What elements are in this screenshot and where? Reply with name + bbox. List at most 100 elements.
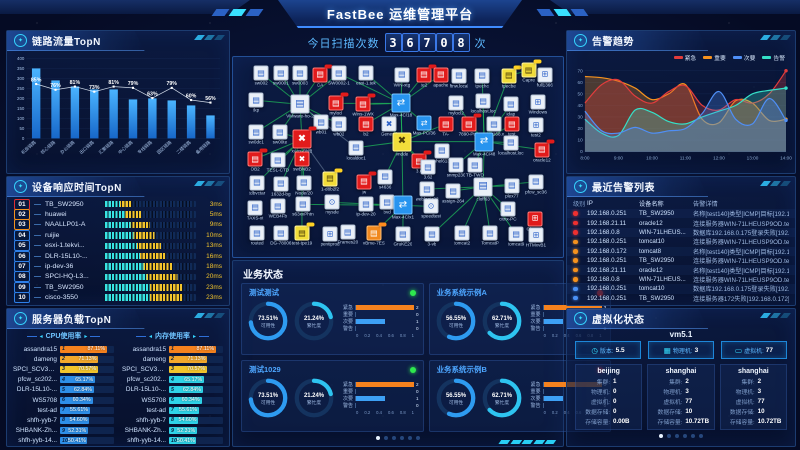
topology-node[interactable]: ▤ WEB4Fb <box>269 198 287 219</box>
topology-node[interactable]: ⊞ full1366 <box>537 67 553 87</box>
topology-node[interactable]: ▤ tkp <box>248 92 264 113</box>
traffic-bar[interactable] <box>70 86 80 139</box>
device-row[interactable]: 02 huawei 5ms <box>14 209 222 221</box>
topology-node[interactable]: ▤ CA <box>312 64 333 87</box>
server-load-row[interactable]: dameng 2 71.13% <box>13 354 114 364</box>
device-row[interactable]: 01 TB_SW2950 3ms <box>14 198 222 210</box>
business-card[interactable]: 测试1029 73.51% 可用性 21.24% 繁忙度 紧急 2 重要 0 次要 1 警告 0 0 0.2… <box>241 360 424 432</box>
topology-node[interactable]: ▤ SW0002-1 <box>328 65 350 86</box>
pagination-dot[interactable] <box>392 436 396 440</box>
topology-node[interactable]: ▤ wb02 <box>331 116 347 137</box>
topology-node[interactable]: ▤ vBme-7ES <box>363 222 387 246</box>
alert-row[interactable]: 192.168.21.11 oracle12 名称[test140]类型[ICMP]… <box>567 265 795 275</box>
server-load-row[interactable]: test-ad 7 55.61% <box>122 405 223 415</box>
topology-node[interactable]: ▤ localdoc1 <box>346 140 366 160</box>
device-row[interactable]: 04 ruijie 10ms <box>14 229 222 241</box>
pagination-dot[interactable] <box>691 433 695 438</box>
pagination-dot[interactable] <box>384 436 388 440</box>
device-row[interactable]: 05 esxi-1.tekvi... 13ms <box>14 240 222 252</box>
topology-node[interactable]: ▤ cloff63 <box>473 177 493 201</box>
business-card[interactable]: 测试测试 73.51% 可用性 21.24% 繁忙度 紧急 2 重要 0 次要 1 警告 0 0 0.2 0.… <box>241 283 424 355</box>
legend-item[interactable]: 重要 <box>703 53 726 62</box>
topology-node[interactable]: ▤ TESL-CTD <box>267 152 289 173</box>
server-load-row[interactable]: test-ad 7 55.61% <box>13 405 114 415</box>
topology-node[interactable]: ▤ tpecho <box>474 68 490 88</box>
topology-node[interactable]: ⊞Cinsegh <box>527 211 543 231</box>
topology-node[interactable]: ▤ mylocl2 <box>448 95 464 116</box>
legend-item[interactable]: 次要 <box>732 53 755 62</box>
server-load-row[interactable]: shfh-yyb-7 8 54.60% <box>13 415 114 425</box>
topology-node[interactable]: ✖ swBNB2 <box>293 151 311 172</box>
topology-node[interactable]: ⊙ mysde <box>324 194 340 215</box>
topology-node[interactable]: ▤ wb01 <box>313 114 329 135</box>
traffic-bar[interactable] <box>31 68 41 139</box>
topology-node[interactable]: ⊞ Windows <box>529 94 547 115</box>
virt-stat-box[interactable]: ◷ 版本: 5.5 <box>575 341 641 359</box>
topology-node[interactable]: ▤ idap <box>503 96 519 117</box>
alert-row[interactable]: 192.168.0.8 WIN-71LHEUS... 连接服务器WIN-71LHEU… <box>567 275 795 284</box>
topology-node[interactable]: ▤ sw00te <box>272 124 288 145</box>
traffic-bar[interactable] <box>167 100 176 139</box>
topology-node[interactable]: ▤ WIN-xtg <box>394 67 410 87</box>
topology-node[interactable]: ▤ ftnw.local <box>450 68 469 88</box>
server-load-row[interactable]: assandra15 1 87.11% <box>122 344 223 354</box>
topology-node[interactable]: ▤ localhost.loc <box>470 93 496 114</box>
server-load-row[interactable]: SPCI_SCV30... 3 70.57% <box>13 364 114 374</box>
alert-row[interactable]: 192.168.0.8 WIN-71LHEUS... 数据库192.168.0.17… <box>567 227 795 238</box>
legend-item[interactable]: 紧急 <box>673 53 696 62</box>
topology-node[interactable]: ▤ Node/20 <box>295 175 313 195</box>
topology-node[interactable]: ▤ TomcatP <box>481 225 499 246</box>
topology-node[interactable]: ▤ tomcat9 <box>508 226 524 247</box>
pagination-dot[interactable] <box>699 433 703 438</box>
device-row[interactable]: 08 SPCI-HQ-L3... 20ms <box>14 271 222 283</box>
topology-node[interactable]: ▤ 3.62 <box>420 159 436 180</box>
topology-node[interactable]: ▤ 7890-PtrB <box>459 113 482 137</box>
pagination-dot[interactable] <box>416 436 420 440</box>
topology-node[interactable]: ▤ shel613 <box>434 143 450 163</box>
server-load-row[interactable]: WS5708 6 60.34% <box>13 395 114 405</box>
server-load-row[interactable]: shfh-yyb-7 8 54.60% <box>122 415 223 425</box>
device-row[interactable]: 07 ip-dev-36 18ms <box>14 261 222 273</box>
topology-node[interactable]: ▤ mylocl <box>328 92 349 116</box>
pagination-dot[interactable] <box>400 436 404 440</box>
device-row[interactable]: 06 DLR-15L10-... 16ms <box>14 250 222 262</box>
topology-node[interactable]: ▤ 1632d-bg <box>271 176 291 196</box>
server-load-row[interactable]: SHBANK-Zh... 9 52.31% <box>13 426 114 436</box>
virt-site-column[interactable]: shanghai 集群: 2 物理机: 3 虚拟机: 77 数据存储: 10 存储容量: 10.72… <box>719 364 787 430</box>
server-load-row[interactable]: shfh-yyb-14... 10 50.41% <box>13 436 114 446</box>
alert-row[interactable]: 192.168.0.251 TB_SW2950 连接服务器172失败[192.168… <box>567 294 795 303</box>
topology-node[interactable]: ▤ routed <box>249 225 265 246</box>
traffic-bar[interactable] <box>206 115 215 139</box>
topology-node[interactable]: ▤ test-tpe19 <box>292 222 315 246</box>
virt-site-column[interactable]: shanghai 集群: 2 物理机: 3 虚拟机: 77 数据存储: 10 存储容量: 10.72… <box>647 364 715 430</box>
topology-node[interactable]: ▤ jw <box>356 171 377 194</box>
server-load-row[interactable]: DLR-15L10-... 5 62.84% <box>122 385 223 395</box>
topology-node[interactable]: ▤ esxi-1.tek <box>356 65 376 86</box>
topology-node[interactable]: ▤ test <box>504 116 520 137</box>
topology-node[interactable]: ▤ TA- <box>438 116 454 137</box>
server-load-row[interactable]: shfh-yyb-14... 10 50.41% <box>122 436 223 446</box>
traffic-bar[interactable] <box>51 80 60 139</box>
topology-node[interactable]: ⇄ Max-4C/48 <box>473 132 495 156</box>
topology-node[interactable]: ▤ te2 <box>416 64 437 87</box>
alert-row[interactable]: 192.168.0.251 TB_SW2950 名称[test140]类型[ICMP… <box>567 209 795 219</box>
topology-node[interactable]: ▤ Capre <box>521 59 542 83</box>
topology-node[interactable]: ⇄ Max-4C/x1 <box>392 195 414 220</box>
device-row[interactable]: 03 NAALLP01-A 9ms <box>14 219 222 231</box>
topology-node[interactable]: ⊞ test2 <box>528 117 544 138</box>
traffic-bar[interactable] <box>148 98 157 139</box>
topology-node[interactable]: ▤ tpecbe <box>501 65 522 88</box>
alert-row[interactable]: 192.168.0.251 tomcat10 连接服务器WIN-71LHEUSP9O… <box>567 237 795 246</box>
virt-site-column[interactable]: beijing 集群: 1 物理机: 0 虚拟机: 0 数据存储: 0 存储容量: 0.00B <box>575 364 643 430</box>
topology-node[interactable]: ▤ 1-d8b2f2 <box>321 168 343 191</box>
server-load-row[interactable]: pfcw_sc202... 4 65.17% <box>13 375 114 385</box>
topology-node[interactable]: ▤ sw0dc1 <box>248 124 264 145</box>
topology-node[interactable]: ▤ TAXS-xt <box>247 200 263 220</box>
server-load-row[interactable]: assandra15 1 87.11% <box>13 344 114 354</box>
alert-row[interactable]: 192.168.0.251 TB_SW2950 连接服务器WIN-71LHEUSP9… <box>567 256 795 265</box>
device-row[interactable]: 10 cisco-3550 23ms <box>14 292 222 304</box>
topology-node[interactable]: ▤ Wins-1WX <box>352 93 376 117</box>
server-load-row[interactable]: WS5708 6 60.34% <box>122 395 223 405</box>
pagination-dot[interactable] <box>659 433 663 438</box>
traffic-bar[interactable] <box>90 89 99 139</box>
